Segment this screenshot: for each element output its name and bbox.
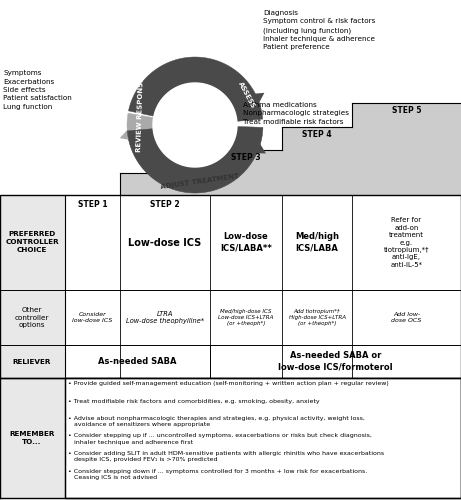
Bar: [0, 195, 461, 378]
Text: Asthma medications
Nonpharmacologic strategies
Treat modifiable risk factors: Asthma medications Nonpharmacologic stra…: [243, 102, 349, 125]
Text: • Treat modifiable risk factors and comorbidities, e.g. smoking, obesity, anxiet: • Treat modifiable risk factors and como…: [68, 398, 319, 404]
Text: Low-dose
ICS/LABA**: Low-dose ICS/LABA**: [220, 232, 272, 252]
Text: • Consider adding SLIT in adult HDM-sensitive patients with allergic rhinitis wh: • Consider adding SLIT in adult HDM-sens…: [68, 451, 384, 462]
Bar: [65, 195, 461, 378]
Text: Med/high
ICS/LABA: Med/high ICS/LABA: [295, 232, 339, 252]
Bar: [0, 378, 65, 498]
Text: PREFERRED
CONTROLLER
CHOICE: PREFERRED CONTROLLER CHOICE: [5, 232, 59, 254]
Text: REMEMBER
TO...: REMEMBER TO...: [9, 431, 55, 445]
Text: Symptoms
Exacerbations
Side effects
Patient satisfaction
Lung function: Symptoms Exacerbations Side effects Pati…: [3, 70, 72, 110]
Bar: [120, 173, 210, 195]
Text: STEP 1: STEP 1: [78, 200, 107, 209]
Text: As-needed SABA: As-needed SABA: [98, 357, 177, 366]
Text: • Advise about nonpharmacologic therapies and strategies, e.g. physical activity: • Advise about nonpharmacologic therapie…: [68, 416, 365, 428]
Polygon shape: [129, 57, 263, 122]
Text: Consider
low-dose ICS: Consider low-dose ICS: [72, 312, 112, 323]
Polygon shape: [232, 127, 266, 154]
Text: Other
controller
options: Other controller options: [15, 306, 49, 328]
Text: STEP 2: STEP 2: [150, 200, 180, 209]
Polygon shape: [127, 113, 262, 193]
Bar: [352, 103, 461, 195]
Text: LTRA
Low-dose theophylline*: LTRA Low-dose theophylline*: [126, 310, 204, 324]
Text: • Provide guided self-management education (self-monitoring + written action pla: • Provide guided self-management educati…: [68, 381, 389, 386]
Polygon shape: [230, 93, 264, 120]
Text: STEP 4: STEP 4: [302, 130, 332, 139]
Text: STEP 5: STEP 5: [392, 106, 421, 115]
Text: STEP 3: STEP 3: [231, 153, 261, 162]
Polygon shape: [120, 116, 153, 144]
Text: • Consider stepping up if ... uncontrolled symptoms, exacerbations or risks but : • Consider stepping up if ... uncontroll…: [68, 434, 372, 445]
Text: Med/high-dose ICS
Low-dose ICS+LTRA
(or +theoph*): Med/high-dose ICS Low-dose ICS+LTRA (or …: [219, 309, 274, 326]
Polygon shape: [153, 83, 237, 167]
Bar: [282, 127, 352, 195]
Text: Diagnosis
Symptom control & risk factors
(including lung function)
Inhaler techn: Diagnosis Symptom control & risk factors…: [263, 10, 375, 50]
Text: ASSESS: ASSESS: [237, 80, 256, 110]
Text: As-needed SABA or
low-dose ICS/formoterol: As-needed SABA or low-dose ICS/formotero…: [278, 352, 393, 372]
Text: • Consider stepping down if ... symptoms controlled for 3 months + low risk for : • Consider stepping down if ... symptoms…: [68, 468, 367, 480]
Text: Low-dose ICS: Low-dose ICS: [128, 238, 201, 248]
Text: ADJUST TREATMENT: ADJUST TREATMENT: [160, 174, 240, 190]
Bar: [65, 378, 461, 498]
Text: Add tiotropium*†
High-dose ICS+LTRA
(or +theoph*): Add tiotropium*† High-dose ICS+LTRA (or …: [289, 309, 345, 326]
Bar: [0, 195, 65, 378]
Text: Refer for
add-on
treatment
e.g.
tiotropium,*†
anti-IgE,
anti-IL-5*: Refer for add-on treatment e.g. tiotropi…: [384, 217, 429, 268]
Bar: [210, 150, 282, 195]
Text: RELIEVER: RELIEVER: [13, 358, 51, 364]
Text: REVIEW RESPONSE: REVIEW RESPONSE: [136, 78, 144, 152]
Polygon shape: [127, 126, 263, 193]
Text: Add low-
dose OCS: Add low- dose OCS: [391, 312, 422, 323]
